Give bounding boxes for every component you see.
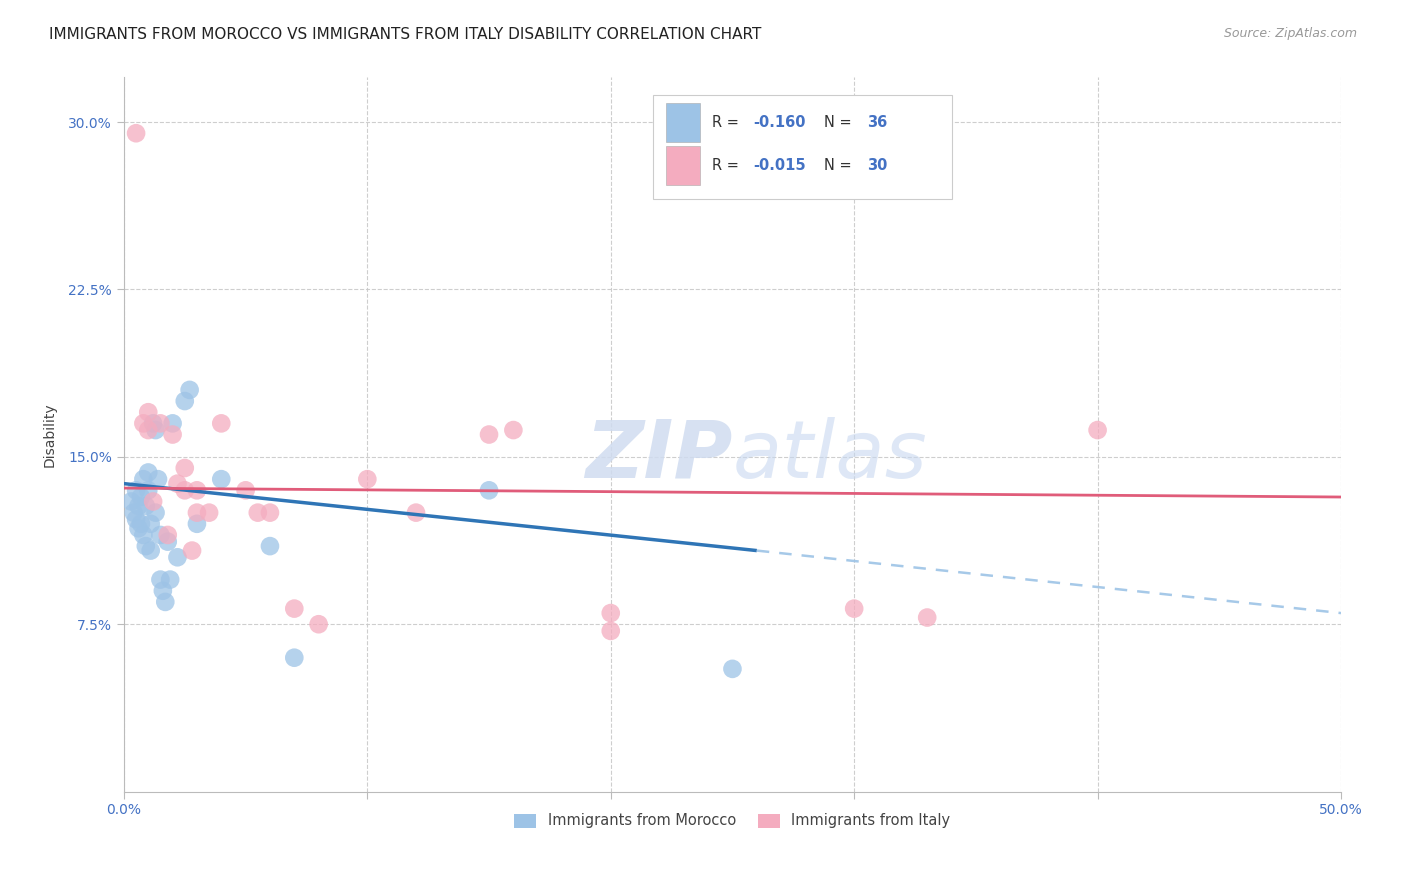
Point (125, 126, 148, 140)
Point (166, 550, 188, 565)
Point (142, 417, 165, 431)
Point (139, 516, 162, 531)
Text: N =: N = (824, 158, 856, 173)
FancyBboxPatch shape (665, 103, 700, 142)
Point (1087, 423, 1109, 437)
Point (120, 494, 142, 508)
Point (146, 472, 169, 486)
Point (132, 528, 155, 542)
Text: atlas: atlas (733, 417, 927, 495)
Point (283, 601, 305, 615)
Point (478, 483, 501, 498)
Point (478, 427, 501, 442)
Point (129, 516, 152, 531)
Text: R =: R = (711, 158, 744, 173)
Y-axis label: Disability: Disability (44, 402, 58, 467)
Point (125, 512, 148, 526)
Point (179, 383, 201, 397)
Point (149, 417, 172, 431)
Point (135, 539, 157, 553)
Point (259, 506, 281, 520)
Point (136, 466, 159, 480)
Point (128, 521, 150, 535)
Point (162, 427, 184, 442)
Point (142, 494, 165, 508)
Point (159, 573, 181, 587)
Point (162, 417, 184, 431)
Point (198, 506, 221, 520)
Point (155, 595, 177, 609)
Text: -0.160: -0.160 (754, 115, 806, 130)
Point (132, 417, 155, 431)
Point (128, 499, 150, 513)
Point (209, 417, 232, 431)
Point (149, 573, 172, 587)
Point (915, 610, 938, 624)
Point (186, 506, 208, 520)
Text: 30: 30 (868, 158, 889, 173)
Legend: Immigrants from Morocco, Immigrants from Italy: Immigrants from Morocco, Immigrants from… (509, 807, 956, 834)
Point (405, 506, 427, 520)
Point (186, 483, 208, 498)
Point (132, 472, 155, 486)
Point (356, 472, 378, 486)
Point (308, 617, 330, 632)
Point (844, 601, 866, 615)
Point (152, 583, 174, 598)
Text: ZIP: ZIP (585, 417, 733, 495)
Text: R =: R = (711, 115, 744, 130)
Point (173, 461, 195, 475)
Point (186, 516, 208, 531)
Point (599, 606, 621, 620)
FancyBboxPatch shape (654, 95, 952, 199)
Text: -0.015: -0.015 (754, 158, 806, 173)
Point (129, 490, 152, 504)
Point (173, 483, 195, 498)
Point (156, 534, 179, 549)
Text: N =: N = (824, 115, 856, 130)
Point (125, 483, 148, 498)
Point (181, 543, 204, 558)
Point (166, 476, 188, 491)
Text: Source: ZipAtlas.com: Source: ZipAtlas.com (1223, 27, 1357, 40)
Point (173, 394, 195, 409)
Point (502, 423, 524, 437)
Point (145, 423, 167, 437)
Point (721, 662, 744, 676)
Point (259, 539, 281, 553)
Text: IMMIGRANTS FROM MOROCCO VS IMMIGRANTS FROM ITALY DISABILITY CORRELATION CHART: IMMIGRANTS FROM MOROCCO VS IMMIGRANTS FR… (49, 27, 762, 42)
FancyBboxPatch shape (665, 145, 700, 185)
Point (136, 483, 159, 498)
Point (135, 499, 157, 513)
Point (136, 405, 159, 419)
Point (139, 543, 162, 558)
Point (246, 506, 269, 520)
Point (145, 506, 167, 520)
Point (122, 506, 145, 520)
Point (599, 624, 621, 638)
Point (149, 528, 172, 542)
Point (136, 423, 159, 437)
Text: 36: 36 (868, 115, 887, 130)
Point (209, 472, 232, 486)
Point (156, 528, 179, 542)
Point (235, 483, 257, 498)
Point (283, 650, 305, 665)
